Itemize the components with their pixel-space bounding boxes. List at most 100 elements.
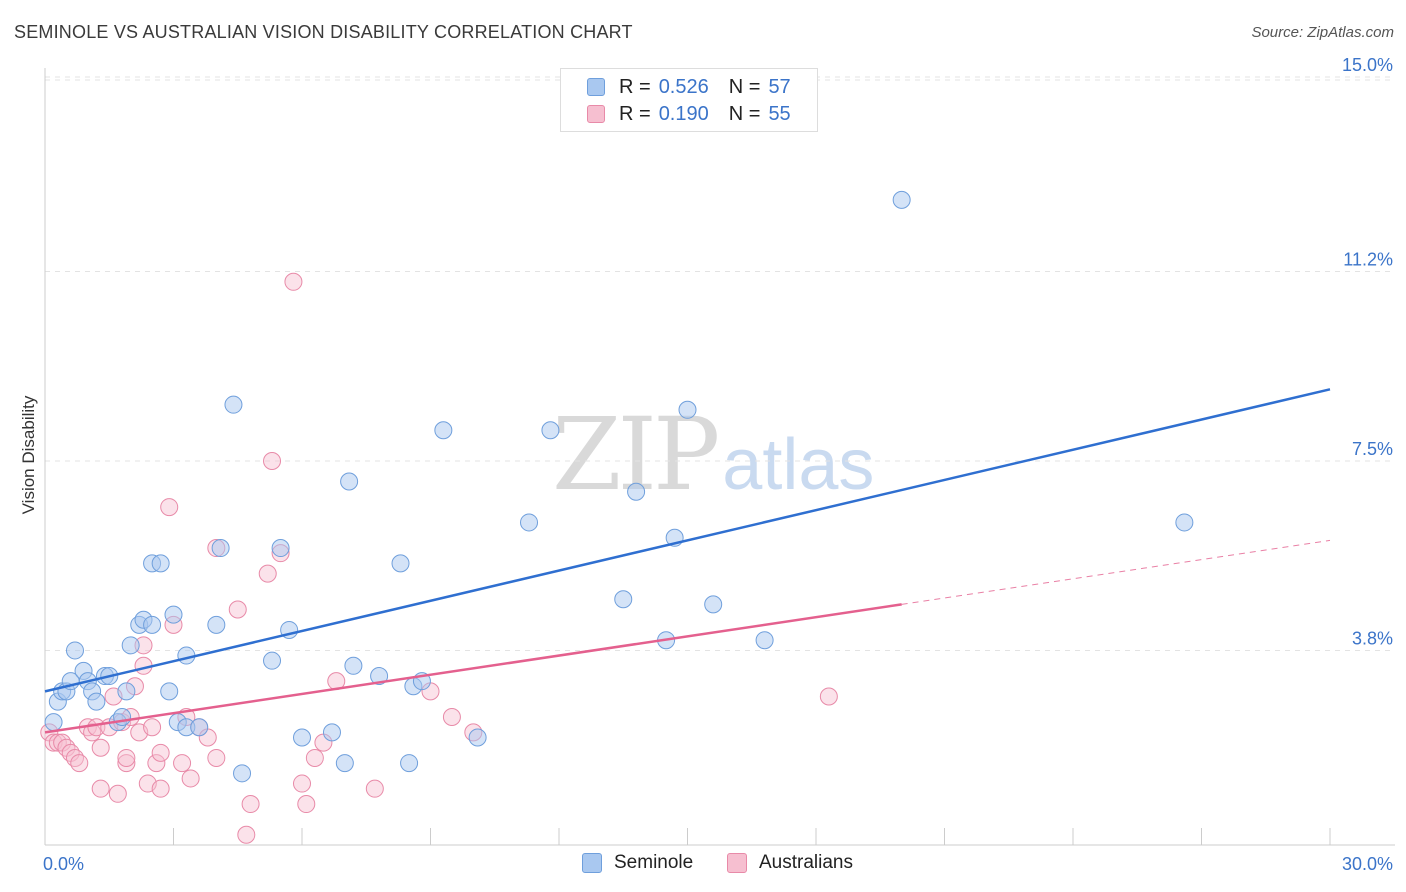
legend-n-label: N =	[728, 102, 761, 125]
seminole-point	[44, 713, 63, 732]
watermark-atlas: atlas	[722, 425, 875, 505]
y-tick-label: 15.0%	[1342, 55, 1393, 75]
seminole-point	[190, 718, 209, 737]
australians-trend-line	[44, 603, 902, 734]
seminole-point	[87, 692, 106, 711]
australians-point	[241, 795, 260, 814]
australians-point	[151, 779, 170, 798]
y-axis-label: Vision Disability	[19, 395, 38, 514]
seminole-point	[520, 513, 539, 532]
australians-point	[228, 600, 247, 619]
seminole-swatch	[582, 853, 602, 873]
australians-point	[91, 779, 110, 798]
australians-point	[442, 708, 461, 726]
seminole-point	[340, 472, 359, 491]
australians-point	[173, 754, 192, 773]
seminole-point	[207, 615, 226, 634]
legend-r-label: R =	[619, 75, 651, 98]
x-tick-label: 30.0%	[1342, 854, 1393, 874]
seminole-point	[614, 590, 633, 609]
x-tick-label: 0.0%	[43, 854, 84, 874]
seminole-point	[322, 723, 341, 742]
grid-lines	[45, 76, 1395, 651]
seminole-point	[164, 605, 183, 624]
australians-point	[284, 272, 303, 291]
seminole-points	[44, 190, 1194, 783]
bottom-legend-australians-label: Australians	[759, 852, 853, 873]
chart-title: SEMINOLE VS AUSTRALIAN VISION DISABILITY…	[14, 22, 633, 42]
seminole-point	[434, 421, 453, 440]
seminole-point	[335, 754, 354, 773]
australians-point	[108, 784, 127, 803]
seminole-point	[468, 728, 487, 747]
seminole-point	[627, 482, 646, 501]
y-tick-label: 3.8%	[1352, 628, 1393, 648]
legend: R = 0.526 N = 57 R = 0.190 N = 55	[560, 68, 818, 132]
seminole-point	[224, 395, 243, 414]
seminole-point	[755, 631, 774, 650]
australians-point	[181, 769, 200, 788]
seminole-point	[271, 539, 290, 558]
australians-point	[207, 748, 226, 767]
legend-r-label: R =	[619, 102, 651, 125]
seminole-point	[143, 615, 162, 634]
seminole-point	[263, 651, 282, 670]
australians-point	[143, 718, 162, 737]
seminole-point	[233, 764, 252, 783]
australians-point	[258, 564, 277, 583]
legend-row-australians: R = 0.190 N = 55	[587, 101, 791, 127]
seminole-point	[678, 400, 697, 419]
australians-point	[237, 825, 256, 844]
seminole-point	[892, 190, 911, 209]
seminole-point	[293, 728, 311, 747]
australians-point	[147, 754, 166, 773]
seminole-point	[65, 641, 84, 660]
australians-point	[117, 748, 136, 767]
seminole-point	[1175, 513, 1194, 532]
seminole-point	[160, 682, 179, 701]
australians-swatch	[587, 105, 605, 123]
australians-point	[160, 498, 179, 517]
seminole-point	[541, 421, 560, 440]
seminole-point	[121, 636, 140, 655]
axes	[44, 68, 1395, 846]
trend-lines	[44, 388, 1331, 734]
legend-n-value: 57	[768, 75, 791, 98]
australians-point	[70, 754, 89, 773]
australians-point	[151, 743, 170, 762]
australians-trend-extension	[901, 539, 1331, 605]
source-label: Source: ZipAtlas.com	[1251, 24, 1394, 41]
seminole-point	[391, 554, 410, 573]
seminole-point	[704, 595, 723, 614]
bottom-legend-australians: Australians	[727, 852, 853, 874]
seminole-point	[400, 754, 419, 773]
legend-row-seminole: R = 0.526 N = 57	[587, 74, 791, 100]
seminole-swatch	[587, 78, 605, 96]
legend-r-value: 0.190	[658, 102, 709, 125]
seminole-point	[151, 554, 170, 573]
australians-point	[48, 733, 67, 752]
legend-r-value: 0.526	[658, 75, 709, 98]
australians-swatch	[727, 853, 747, 873]
australians-point	[305, 748, 324, 767]
bottom-legend-seminole-label: Seminole	[614, 852, 694, 873]
legend-n-label: N =	[728, 75, 761, 98]
legend-n-value: 55	[768, 102, 791, 125]
australians-point	[117, 754, 136, 773]
australians-point	[263, 452, 282, 470]
tick-labels: 3.8% 7.5% 11.2% 15.0% 0.0% 30.0%	[43, 55, 1393, 874]
australians-point	[293, 774, 311, 793]
bottom-legend-seminole: Seminole	[582, 852, 693, 874]
bottom-legend: Seminole Australians	[0, 852, 1406, 878]
seminole-point	[117, 682, 136, 701]
australians-point	[297, 795, 316, 814]
seminole-point	[370, 667, 389, 686]
y-tick-label: 11.2%	[1343, 250, 1393, 270]
y-tick-label: 7.5%	[1352, 439, 1393, 459]
australians-point	[91, 738, 110, 757]
australians-point	[819, 687, 838, 706]
australians-point	[365, 779, 384, 798]
seminole-trend-line	[44, 388, 1331, 693]
australians-points	[40, 272, 838, 844]
